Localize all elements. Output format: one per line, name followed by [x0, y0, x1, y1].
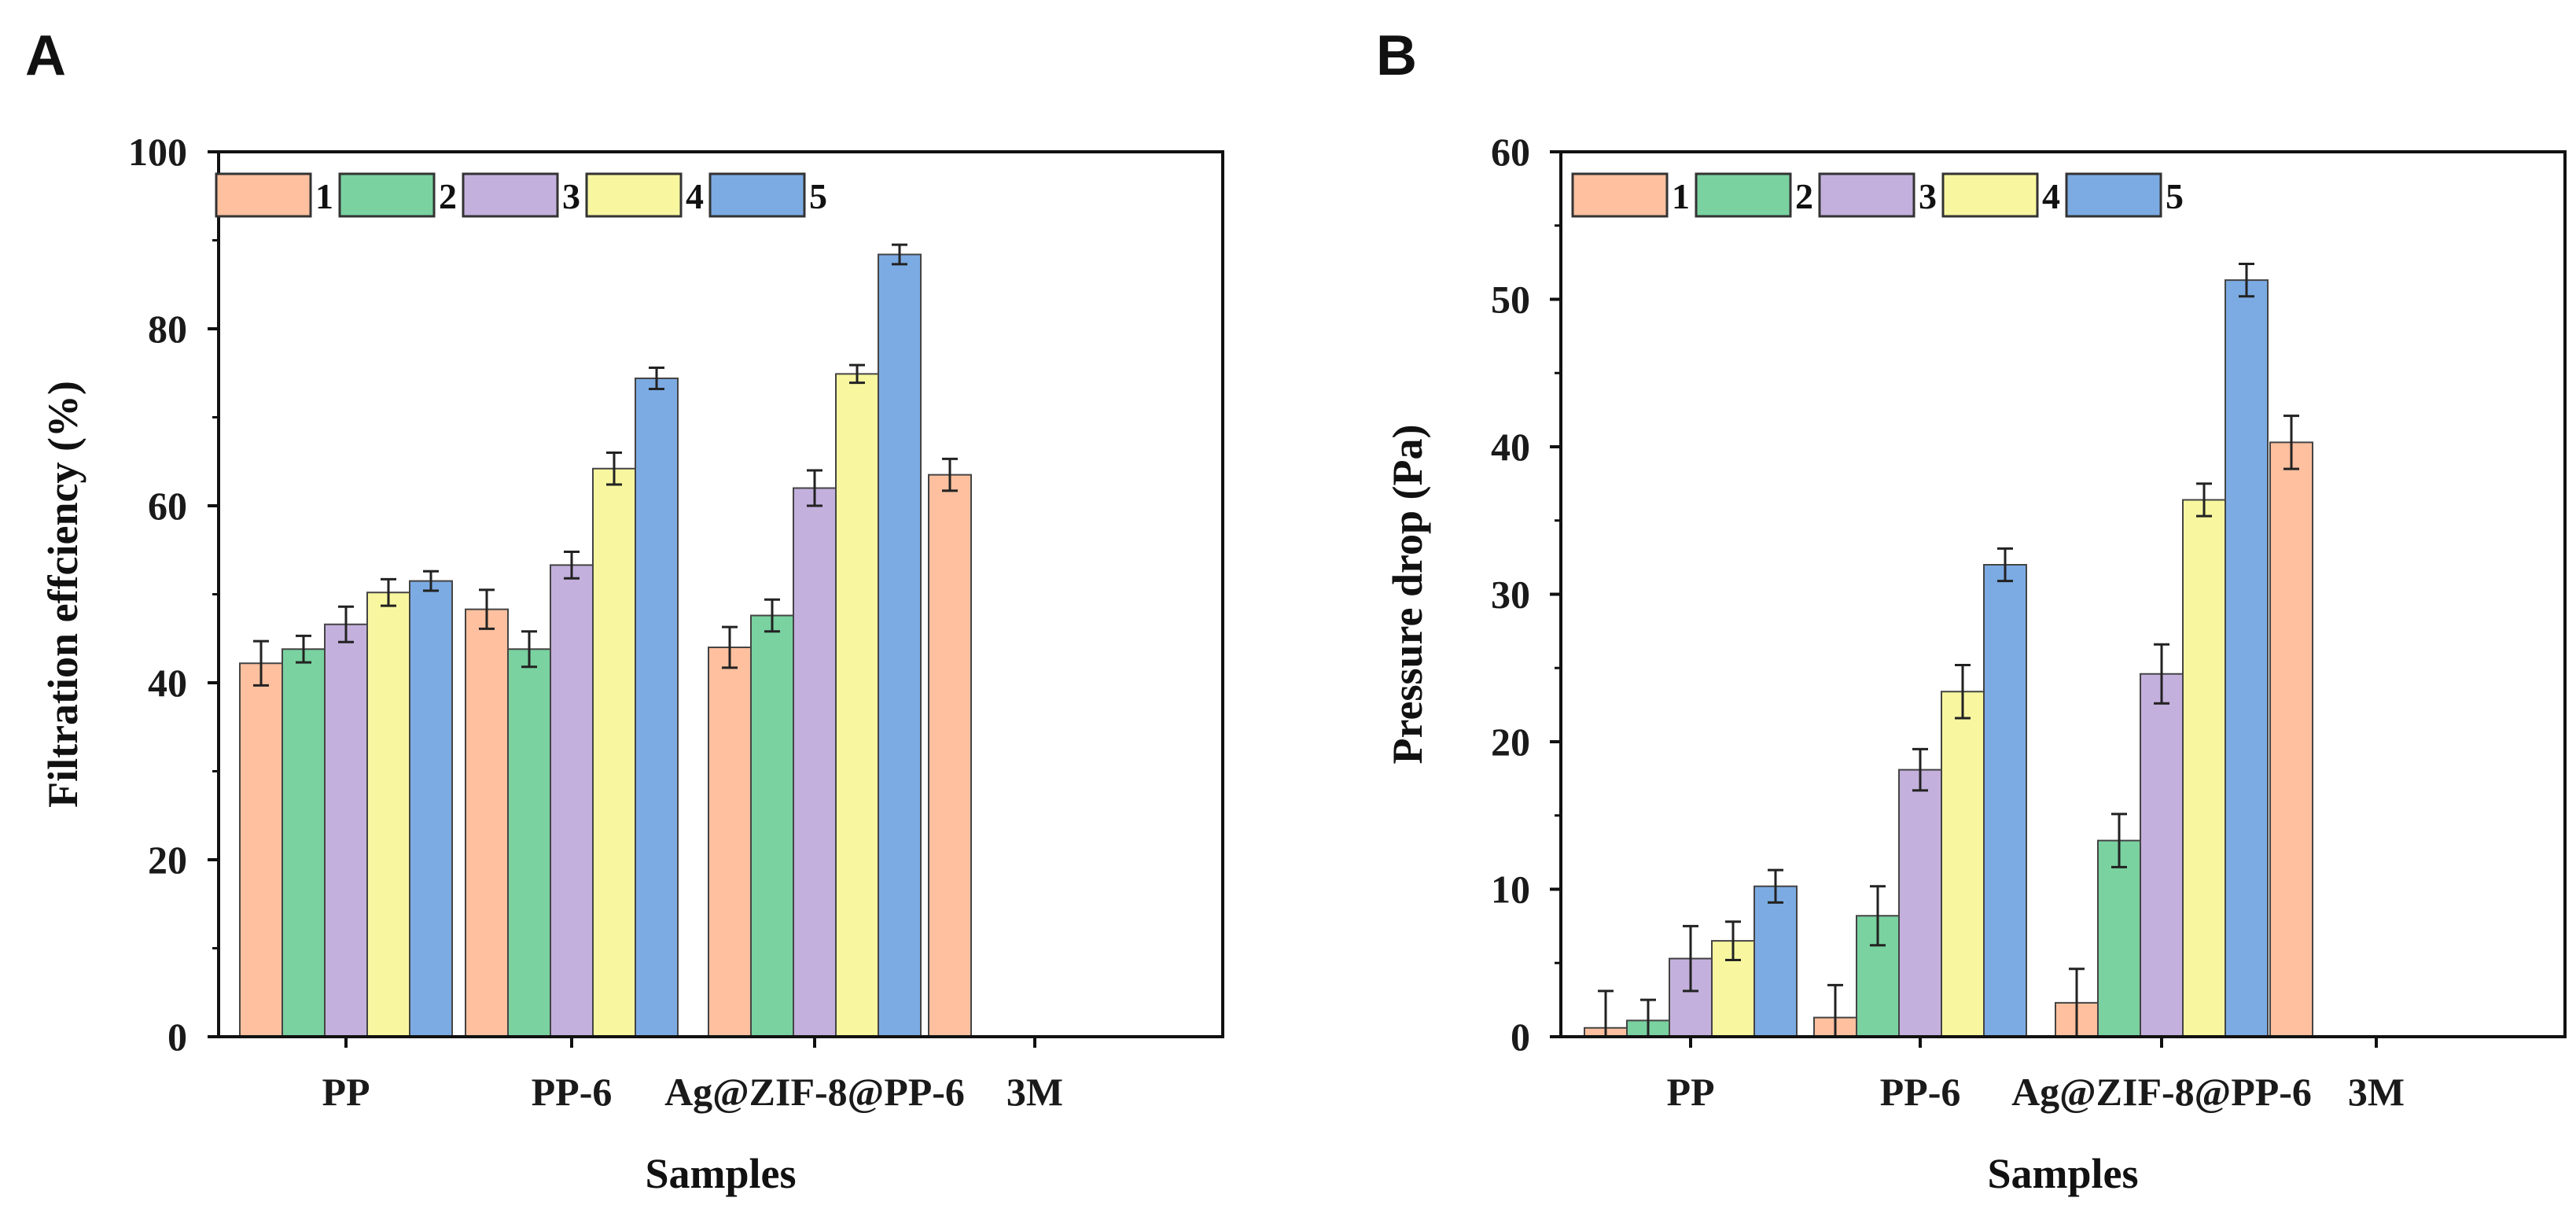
- bar-series-5-PP-6: [635, 378, 679, 1038]
- bar-series-5-PP: [1754, 885, 1798, 1038]
- bar-series-5-Ag@ZIF-8@PP-6: [2225, 279, 2269, 1038]
- y-axis-title: Pressure drop (Pa): [1384, 425, 1431, 765]
- y-tick-label: 60: [1491, 130, 1530, 174]
- bar-series-5-PP-6: [1983, 564, 2027, 1038]
- legend-label-1: 1: [1672, 176, 1690, 216]
- legend-label-4: 4: [686, 176, 704, 216]
- y-tick-label: 0: [167, 1015, 187, 1059]
- bar-series-3-PP-6: [1898, 768, 1942, 1038]
- bar-series-3-Ag@ZIF-8@PP-6: [793, 487, 837, 1038]
- bar-series-1-PP: [239, 662, 283, 1038]
- bar-series-2-Ag@ZIF-8@PP-6: [750, 614, 794, 1038]
- y-tick-label: 20: [1491, 720, 1530, 764]
- y-tick-label: 60: [148, 484, 187, 528]
- legend-swatch-4: [1941, 172, 2039, 218]
- bar-series-4-Ag@ZIF-8@PP-6: [2182, 499, 2226, 1038]
- bar-series-3-Ag@ZIF-8@PP-6: [2140, 673, 2184, 1038]
- y-tick-label: 40: [1491, 425, 1530, 469]
- legend-label-5: 5: [809, 176, 827, 216]
- x-tick-label-3: 3M: [1006, 1070, 1063, 1114]
- legend-swatch-2: [338, 172, 436, 218]
- panel-b: B 0 10 20 30 40 50 60 PP PP-6 Ag@ZIF-8@PP-6 3M Sampl…: [1376, 24, 2567, 1197]
- y-axis-title: Filtration effciency (%): [39, 381, 86, 808]
- legend-swatch-4: [585, 172, 683, 218]
- legend-label-3: 3: [1919, 176, 1937, 216]
- x-tick-label-2: Ag@ZIF-8@PP-6: [2011, 1070, 2312, 1114]
- x-tick-label-0: PP: [1666, 1070, 1714, 1114]
- y-tick-label: 30: [1491, 573, 1530, 617]
- legend-swatch-2: [1695, 172, 1792, 218]
- y-tick-label: 0: [1511, 1015, 1530, 1059]
- x-tick-label-1: PP-6: [1880, 1070, 1961, 1114]
- bar-series-5-Ag@ZIF-8@PP-6: [878, 253, 922, 1038]
- x-tick-label-2: Ag@ZIF-8@PP-6: [664, 1070, 965, 1114]
- legend-label-2: 2: [1795, 176, 1813, 216]
- legend-swatch-3: [462, 172, 559, 218]
- bar-series-1-PP-6: [465, 608, 509, 1038]
- y-tick-label: 80: [148, 307, 187, 351]
- y-tick-label: 20: [148, 838, 187, 882]
- bar-series-2-PP: [282, 648, 326, 1038]
- y-tick-label: 100: [128, 130, 187, 174]
- legend-swatch-5: [708, 172, 806, 218]
- legend-swatch-3: [1818, 172, 1915, 218]
- bar-series-5-PP: [409, 580, 453, 1038]
- bar-series-4-PP-6: [1941, 691, 1985, 1038]
- bar-series-4-PP: [366, 592, 410, 1038]
- panel-a: A 0 20 40 60 80 100 PP PP-6 Ag@ZIF-8@PP-6 3M Sample…: [25, 24, 1224, 1197]
- bar-series-3-PP: [324, 623, 368, 1038]
- x-axis-title: Samples: [645, 1150, 796, 1197]
- bar-series-3-PP-6: [550, 564, 594, 1038]
- x-axis-title: Samples: [1987, 1150, 2138, 1197]
- bar-series-1-3M: [928, 474, 972, 1038]
- legend-label-2: 2: [439, 176, 457, 216]
- y-tick-label: 40: [148, 661, 187, 705]
- bar-series-4-Ag@ZIF-8@PP-6: [835, 373, 879, 1038]
- x-tick-label-0: PP: [322, 1070, 370, 1114]
- legend-label-5: 5: [2166, 176, 2184, 216]
- y-tick-label: 10: [1491, 868, 1530, 912]
- y-tick-label: 50: [1491, 278, 1530, 322]
- legend-label-3: 3: [562, 176, 580, 216]
- panel-letter: B: [1376, 24, 1417, 87]
- bar-series-4-PP-6: [592, 467, 636, 1038]
- x-tick-label-3: 3M: [2348, 1070, 2405, 1114]
- legend-swatch-1: [1571, 172, 1669, 218]
- legend-label-1: 1: [315, 176, 333, 216]
- bar-series-2-Ag@ZIF-8@PP-6: [2097, 839, 2141, 1038]
- bar-series-1-3M: [2269, 441, 2313, 1038]
- legend-label-4: 4: [2042, 176, 2060, 216]
- legend-swatch-1: [215, 172, 312, 218]
- bar-series-1-Ag@ZIF-8@PP-6: [708, 647, 752, 1038]
- x-tick-label-1: PP-6: [532, 1070, 613, 1114]
- legend-swatch-5: [2065, 172, 2162, 218]
- bar-series-2-PP-6: [507, 648, 551, 1038]
- panel-letter: A: [25, 24, 66, 87]
